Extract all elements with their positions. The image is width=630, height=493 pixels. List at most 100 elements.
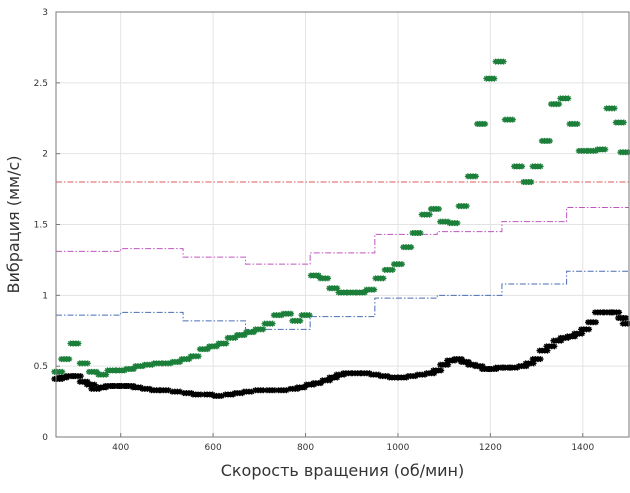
data-point [83,381,98,388]
data-point [169,358,184,365]
data-point [76,360,91,367]
data-point [58,356,73,363]
data-point [543,343,558,350]
data-point [206,343,221,350]
data-point [390,261,405,268]
data-point [215,340,230,347]
data-point [122,366,137,372]
data-point [457,358,472,365]
data-point [240,388,255,395]
y-axis-title: Вибрация (мм/с) [4,155,23,293]
data-point [178,356,193,363]
data-point [520,179,535,185]
data-point [187,353,202,360]
data-point [196,346,211,353]
data-point [471,363,486,370]
data-point [585,319,600,326]
data-point [455,203,470,210]
data-point [51,368,66,375]
data-point [307,272,322,279]
data-point [381,266,396,273]
x-tick-label: 400 [112,443,129,453]
x-tick-label: 1200 [479,443,502,453]
data-point [529,163,544,170]
y-tick-label: 1 [42,291,48,301]
data-point [326,374,341,381]
data-point [263,387,278,394]
data-point [536,347,551,354]
data-point [169,388,184,395]
x-tick-label: 1400 [571,443,594,453]
x-tick-label: 600 [205,443,222,453]
data-point [437,361,452,368]
x-tick-label: 1000 [386,443,409,453]
data-point [275,387,290,394]
data-point [76,378,91,385]
data-point [210,392,225,399]
data-point [252,387,267,394]
data-point [538,137,553,144]
scatter-series-1 [51,58,630,378]
data-point [69,373,84,380]
threshold-line-3 [56,182,630,265]
data-point [261,320,276,327]
threshold-line-4 [56,247,630,330]
data-point [612,119,627,126]
data-point [423,370,438,377]
steps-layer [56,181,630,330]
data-point [557,95,572,102]
data-point [400,244,415,251]
data-point [564,333,579,340]
data-point [515,363,530,370]
plot-frame [55,11,630,438]
data-point [615,315,630,321]
x-axis-title: Скорость вращения (об/мин) [221,461,465,480]
y-tick-label: 0.5 [34,362,48,372]
data-point [298,312,313,319]
data-point [608,309,623,316]
data-point [224,334,239,341]
data-point [95,371,110,378]
x-tick-label: 800 [297,443,314,453]
ticks-layer: 400 600 800 1000 1200 1400 0 0.5 1 1.5 2 2.5 3 [34,8,595,453]
data-point [326,285,341,292]
data-point [189,391,204,398]
data-point [233,332,248,338]
data-point [372,275,387,282]
data-point [617,149,630,156]
y-tick-label: 2.5 [34,79,48,89]
data-point [430,367,445,374]
data-point [243,329,258,336]
data-point [548,101,563,108]
data-point [363,286,378,293]
data-point [522,360,537,367]
data-point [353,289,368,296]
y-tick-label: 2 [42,150,48,160]
data-point [550,337,565,344]
data-point [619,320,630,327]
data-point [427,205,442,212]
data-point [511,163,526,170]
y-tick-label: 1.5 [34,221,48,231]
data-point [85,368,100,375]
data-point [492,58,507,65]
data-point [446,220,461,227]
data-point [67,340,82,347]
data-point [317,275,332,282]
data-point [603,105,618,112]
data-point [566,120,581,127]
points-layer [51,58,630,399]
y-tick-label: 0 [42,433,48,443]
data-point [501,116,516,123]
y-tick-label: 3 [42,8,48,18]
data-point [529,356,544,363]
data-point [293,384,308,391]
data-point [310,380,325,387]
data-point [252,326,267,333]
data-point [319,377,334,384]
data-point [464,173,479,180]
data-point [409,230,424,236]
data-point [289,317,304,324]
